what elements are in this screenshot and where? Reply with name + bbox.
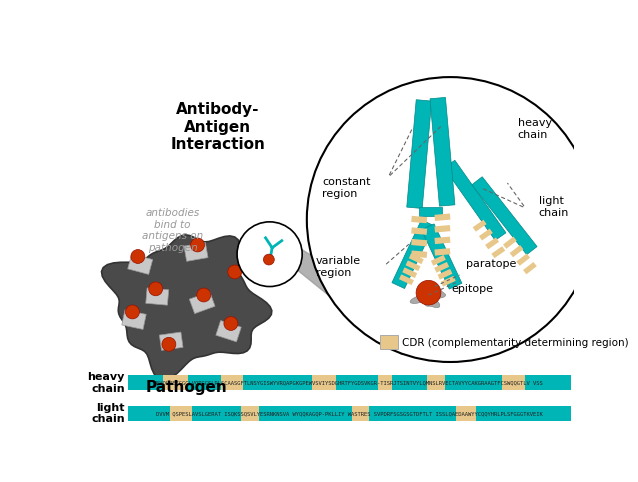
Text: heavy
chain: heavy chain xyxy=(517,118,552,139)
Text: paratope: paratope xyxy=(466,259,516,269)
Bar xyxy=(502,375,524,390)
Text: Pathogen: Pathogen xyxy=(146,380,228,395)
Polygon shape xyxy=(473,220,487,232)
Polygon shape xyxy=(441,276,456,287)
Polygon shape xyxy=(516,254,530,266)
Polygon shape xyxy=(407,100,432,208)
Text: Antibody-
Antigen
Interaction: Antibody- Antigen Interaction xyxy=(170,103,265,152)
Text: DVVM QSPESLAVSLGERAT ISQKSSQSVLYESRNKNSVA WYQQKAGQP-PKLLIY WASTRES SVPDRFSGSGSGT: DVVM QSPESLAVSLGERAT ISQKSSQSVLYESRNKNSV… xyxy=(156,411,543,416)
Bar xyxy=(380,335,397,349)
Text: antibodies
bind to
antigens on
pathogen: antibodies bind to antigens on pathogen xyxy=(142,208,204,253)
Polygon shape xyxy=(503,237,517,249)
Polygon shape xyxy=(434,225,450,232)
Text: light
chain: light chain xyxy=(538,197,569,218)
Polygon shape xyxy=(399,274,414,285)
Polygon shape xyxy=(189,292,215,314)
Polygon shape xyxy=(438,269,452,280)
Polygon shape xyxy=(412,216,427,223)
Polygon shape xyxy=(422,224,462,289)
Polygon shape xyxy=(430,97,455,206)
Polygon shape xyxy=(444,161,506,241)
Circle shape xyxy=(162,337,176,351)
Circle shape xyxy=(224,317,238,331)
Bar xyxy=(170,406,192,421)
Polygon shape xyxy=(412,228,427,235)
Text: heavy
chain: heavy chain xyxy=(87,372,124,394)
Polygon shape xyxy=(122,310,146,329)
Circle shape xyxy=(416,281,441,305)
Polygon shape xyxy=(434,262,449,273)
Polygon shape xyxy=(412,239,427,246)
Circle shape xyxy=(307,77,593,362)
Polygon shape xyxy=(523,262,537,274)
Bar xyxy=(221,375,243,390)
Bar xyxy=(352,406,369,421)
Bar xyxy=(378,375,392,390)
Polygon shape xyxy=(184,242,208,261)
Polygon shape xyxy=(128,254,152,274)
Bar xyxy=(312,375,336,390)
Circle shape xyxy=(237,222,302,286)
Polygon shape xyxy=(485,238,499,249)
Polygon shape xyxy=(491,246,505,258)
Polygon shape xyxy=(402,268,417,278)
Polygon shape xyxy=(431,255,446,266)
Text: light
chain: light chain xyxy=(91,403,124,424)
Text: variable
region: variable region xyxy=(316,256,361,278)
Polygon shape xyxy=(410,283,446,308)
Polygon shape xyxy=(392,220,434,289)
Text: epitope: epitope xyxy=(452,284,494,294)
Polygon shape xyxy=(419,207,442,216)
Circle shape xyxy=(131,250,145,264)
Bar xyxy=(128,375,571,390)
Bar xyxy=(241,406,258,421)
Polygon shape xyxy=(479,228,493,241)
Polygon shape xyxy=(510,245,523,257)
Circle shape xyxy=(149,282,163,296)
Polygon shape xyxy=(406,260,420,271)
Polygon shape xyxy=(412,251,427,258)
Bar xyxy=(456,406,476,421)
Polygon shape xyxy=(271,249,459,354)
Polygon shape xyxy=(434,237,450,244)
Circle shape xyxy=(263,254,274,265)
Bar xyxy=(427,375,445,390)
Circle shape xyxy=(191,238,205,252)
Polygon shape xyxy=(434,248,450,255)
Polygon shape xyxy=(160,332,183,350)
Text: EVQLVETGGGLVQPGGSLRLSCAASGFTLNSYGISWYVRQAPGKGPEWVSVIYSDGHRTFYGDSVKGR-TISRJTSINTV: EVQLVETGGGLVQPGGSLRLSCAASGFTLNSYGISWYVRQ… xyxy=(156,380,543,385)
Circle shape xyxy=(197,288,211,302)
Text: constant
region: constant region xyxy=(322,177,371,199)
Polygon shape xyxy=(472,177,537,254)
Text: CDR (complementarity determining region): CDR (complementarity determining region) xyxy=(402,338,629,348)
Bar xyxy=(163,375,188,390)
Polygon shape xyxy=(101,235,272,380)
Circle shape xyxy=(228,265,242,279)
Bar xyxy=(128,406,571,421)
Polygon shape xyxy=(216,321,241,342)
Polygon shape xyxy=(409,254,424,264)
Polygon shape xyxy=(434,214,450,221)
Circle shape xyxy=(126,305,140,319)
Polygon shape xyxy=(145,288,168,305)
